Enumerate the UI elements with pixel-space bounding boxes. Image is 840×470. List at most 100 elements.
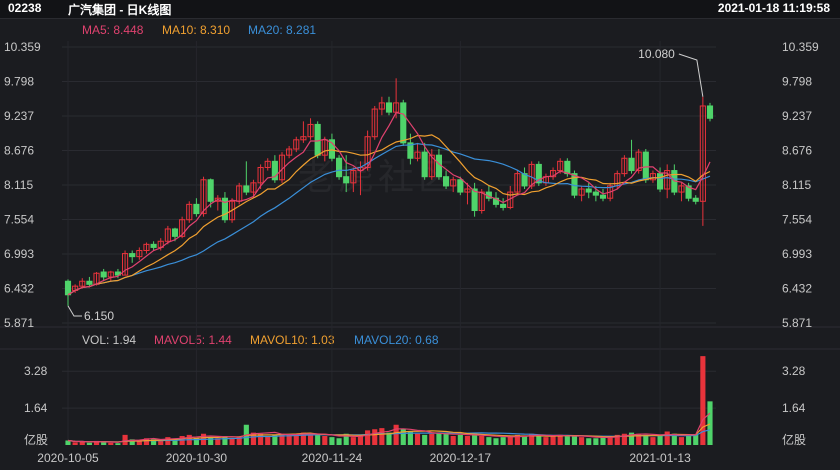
- volume-bar: [315, 434, 321, 445]
- volume-bar: [650, 437, 656, 445]
- candle-body: [528, 163, 535, 187]
- date-axis-label: 2020-10-05: [37, 451, 99, 465]
- chart-title: 广汽集团 - 日K线图: [68, 3, 172, 17]
- volume-bar: [172, 438, 178, 445]
- volume-bar: [543, 437, 549, 445]
- volume-bar: [700, 356, 706, 445]
- price-axis-label-right: 8.676: [782, 144, 812, 158]
- candle-body: [442, 176, 450, 187]
- volume-bar: [422, 434, 428, 445]
- high-annotation: 10.080: [638, 47, 675, 61]
- volume-bar: [379, 428, 385, 445]
- volume-bar: [636, 433, 642, 445]
- volume-bar: [550, 436, 556, 445]
- candle-body: [706, 105, 714, 119]
- volume-bar: [229, 438, 235, 445]
- volume-bar: [628, 432, 635, 445]
- volume-bar: [529, 433, 535, 445]
- volume-bar: [115, 443, 121, 445]
- candle-body: [243, 185, 250, 193]
- volume-bar: [293, 433, 299, 445]
- candle-body: [264, 160, 271, 168]
- watermark: 老虎社区: [298, 156, 459, 197]
- stock-code: 02238: [8, 1, 42, 15]
- candle-body: [678, 185, 685, 193]
- volume-bar: [372, 429, 378, 445]
- mavol5-legend: MAVOL5: 1.44: [154, 333, 232, 347]
- candle-body: [521, 173, 528, 187]
- volume-bar: [678, 437, 685, 445]
- price-axis-label-right: 9.237: [782, 109, 812, 123]
- candle-body: [129, 253, 136, 258]
- vol-unit-right: 亿股: [782, 432, 806, 447]
- volume-bar: [322, 436, 328, 445]
- volume-bar: [643, 434, 649, 445]
- vol-axis-label-right: 1.64: [782, 401, 806, 415]
- volume-bar: [158, 440, 164, 445]
- ma10-legend: MA10: 8.310: [162, 23, 231, 37]
- candle-body: [599, 194, 607, 199]
- vol-legend: VOL: 1.94: [82, 333, 137, 347]
- volume-bar: [265, 436, 271, 445]
- volume-bar: [707, 401, 713, 445]
- candle-body: [86, 280, 93, 285]
- candle-body: [257, 166, 264, 184]
- candle-body: [121, 253, 129, 276]
- volume-bar: [507, 436, 513, 445]
- volume-bar: [193, 438, 199, 445]
- ma5-line: [67, 112, 711, 296]
- candle-body: [335, 157, 343, 178]
- volume-bar: [108, 442, 114, 445]
- volume-bar: [329, 437, 335, 445]
- volume-bar: [664, 431, 670, 445]
- volume-bar: [343, 433, 349, 445]
- volume-bar: [407, 431, 413, 445]
- volume-bar: [621, 433, 627, 445]
- candle-body: [699, 105, 706, 202]
- candle-body: [150, 243, 157, 248]
- price-axis-label-left: 9.237: [4, 109, 34, 123]
- candle-body: [457, 179, 464, 193]
- volume-bar: [393, 424, 399, 445]
- candle-body: [100, 271, 107, 278]
- candle-body: [107, 271, 114, 278]
- volume-bar: [464, 436, 471, 445]
- candle-body: [464, 188, 471, 193]
- candle-body: [628, 157, 635, 172]
- candle-body: [514, 173, 521, 193]
- volume-bar: [614, 434, 620, 445]
- volume-bar: [307, 433, 314, 445]
- price-axis-label-right: 9.798: [782, 75, 812, 89]
- volume-bar: [486, 437, 492, 445]
- candle-body: [250, 182, 257, 193]
- price-axis-label-left: 10.359: [4, 40, 41, 54]
- volume-bar: [86, 442, 92, 445]
- candle-body: [557, 160, 564, 172]
- price-axis-label-right: 6.993: [782, 247, 812, 261]
- ma5-legend: MA5: 8.448: [82, 23, 144, 37]
- candle-body: [143, 243, 150, 251]
- volume-bar: [143, 438, 150, 445]
- volume-bar: [429, 433, 435, 445]
- datetime: 2021-01-18 11:19:58: [717, 1, 830, 15]
- candle-body: [471, 188, 478, 212]
- volume-bar: [286, 434, 292, 445]
- mavol20-legend: MAVOL20: 0.68: [354, 333, 439, 347]
- candle-body: [64, 280, 72, 296]
- candle-body: [271, 160, 278, 181]
- candle-body: [171, 228, 179, 237]
- volume-bar: [557, 434, 563, 445]
- price-axis-label-right: 7.554: [782, 213, 812, 227]
- price-axis-label-right: 6.432: [782, 282, 812, 296]
- candle-body: [478, 191, 485, 212]
- date-axis-label: 2020-11-24: [302, 451, 363, 465]
- candle-body: [621, 157, 628, 175]
- vol-axis-label-left: 3.28: [24, 364, 48, 378]
- volume-bar: [222, 436, 228, 445]
- volume-bar: [272, 434, 278, 445]
- volume-bar: [450, 436, 456, 445]
- title-bar: 02238 广汽集团 - 日K线图 2021-01-18 11:19:58: [0, 0, 840, 19]
- volume-bar: [151, 439, 157, 445]
- volume-bar: [500, 437, 506, 445]
